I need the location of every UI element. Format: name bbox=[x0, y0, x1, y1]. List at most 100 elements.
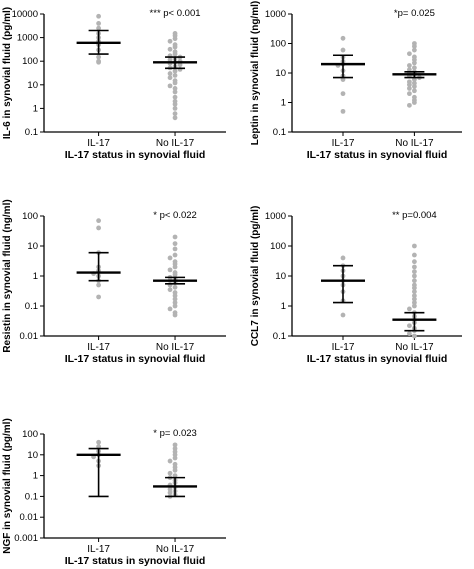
data-point bbox=[172, 252, 178, 258]
data-point bbox=[172, 115, 178, 121]
y-tick-label: 100 bbox=[22, 211, 38, 222]
data-point bbox=[96, 54, 101, 60]
data-point bbox=[412, 259, 417, 265]
data-point bbox=[412, 293, 417, 299]
data-point bbox=[340, 108, 346, 114]
data-point bbox=[412, 60, 417, 66]
data-point bbox=[412, 243, 417, 249]
data-point bbox=[172, 51, 178, 57]
data-point bbox=[167, 255, 173, 261]
data-point bbox=[172, 94, 178, 100]
data-point bbox=[96, 218, 101, 224]
y-tick-label: 1 bbox=[281, 301, 286, 312]
y-axis-title: Leptin in synovial fluid (ng/ml) bbox=[250, 1, 261, 145]
data-point bbox=[172, 467, 178, 473]
x-tick-label: IL-17 bbox=[87, 342, 110, 353]
y-tick-label: 1 bbox=[33, 471, 38, 482]
y-tick-label: 10 bbox=[275, 271, 286, 282]
x-axis-title: IL-17 status in synovial fluid bbox=[65, 555, 206, 567]
data-point bbox=[340, 35, 346, 41]
x-tick-label: No IL-17 bbox=[156, 138, 195, 149]
data-point bbox=[407, 86, 412, 91]
data-point bbox=[412, 300, 417, 305]
data-point bbox=[340, 312, 346, 318]
y-tick-label: 1 bbox=[281, 98, 286, 109]
y-tick-label: 100 bbox=[22, 56, 38, 67]
data-point bbox=[172, 36, 178, 42]
data-point bbox=[412, 264, 417, 270]
data-point bbox=[172, 442, 178, 448]
y-tick-label: 10 bbox=[275, 68, 286, 79]
x-axis-title: IL-17 status in synovial fluid bbox=[307, 149, 448, 161]
y-tick-label: 100 bbox=[270, 39, 286, 50]
data-point bbox=[172, 80, 178, 86]
data-point bbox=[412, 65, 417, 71]
data-point bbox=[172, 89, 178, 95]
data-point bbox=[172, 312, 178, 318]
data-point bbox=[172, 303, 178, 309]
data-point bbox=[412, 333, 417, 339]
data-point bbox=[172, 272, 178, 278]
data-point bbox=[172, 284, 178, 290]
data-point bbox=[96, 20, 101, 26]
y-axis-title: IL-6 in synovial fluid (pg/ml) bbox=[2, 7, 13, 139]
data-point bbox=[177, 62, 183, 68]
y-tick-label: 1000 bbox=[265, 211, 286, 222]
data-point bbox=[172, 86, 178, 91]
y-tick-label: 0.01 bbox=[20, 331, 39, 342]
data-point bbox=[96, 225, 101, 231]
data-point bbox=[167, 486, 173, 492]
data-point bbox=[407, 306, 412, 312]
data-point bbox=[340, 47, 346, 53]
x-tick-label: IL-17 bbox=[332, 342, 355, 353]
y-tick-label: 100 bbox=[270, 241, 286, 252]
x-tick-label: IL-17 bbox=[332, 138, 355, 149]
y-tick-label: 0.1 bbox=[25, 491, 38, 502]
data-point bbox=[167, 470, 173, 476]
data-point bbox=[172, 101, 178, 107]
x-tick-label: IL-17 bbox=[87, 138, 110, 149]
significance-annotation: *p= 0.025 bbox=[394, 8, 435, 19]
significance-annotation: ** p=0.004 bbox=[392, 210, 437, 221]
data-point bbox=[412, 100, 417, 105]
data-point bbox=[407, 67, 412, 73]
data-point bbox=[407, 102, 412, 108]
y-tick-label: 0.1 bbox=[273, 331, 286, 342]
y-tick-label: 0.1 bbox=[273, 127, 286, 138]
data-point bbox=[167, 71, 173, 76]
y-axis-title: Resistin in synovial fluid (ng/ml) bbox=[2, 199, 13, 352]
data-point bbox=[412, 43, 417, 49]
data-point bbox=[340, 255, 346, 261]
x-axis-title: IL-17 status in synovial fluid bbox=[65, 353, 206, 365]
x-tick-label: No IL-17 bbox=[156, 544, 195, 555]
data-point bbox=[96, 25, 101, 31]
data-point bbox=[412, 47, 417, 53]
y-tick-label: 10 bbox=[27, 241, 38, 252]
data-point bbox=[172, 246, 178, 252]
data-point bbox=[412, 289, 417, 295]
y-tick-label: 1000 bbox=[17, 33, 38, 44]
data-point bbox=[167, 46, 173, 52]
data-point bbox=[167, 306, 173, 312]
significance-annotation: * p< 0.022 bbox=[153, 210, 197, 221]
data-point bbox=[407, 63, 412, 68]
data-point bbox=[407, 82, 412, 88]
data-point bbox=[167, 83, 173, 89]
x-axis-title: IL-17 status in synovial fluid bbox=[307, 353, 448, 365]
data-point bbox=[412, 303, 417, 309]
y-tick-label: 0.01 bbox=[20, 512, 39, 523]
x-tick-label: No IL-17 bbox=[395, 342, 434, 353]
y-tick-label: 10 bbox=[27, 450, 38, 461]
data-point bbox=[172, 44, 178, 50]
data-point bbox=[172, 300, 178, 305]
data-point bbox=[412, 252, 417, 258]
data-point bbox=[172, 111, 178, 117]
y-tick-label: 10000 bbox=[12, 9, 38, 20]
y-tick-label: 100 bbox=[22, 429, 38, 440]
